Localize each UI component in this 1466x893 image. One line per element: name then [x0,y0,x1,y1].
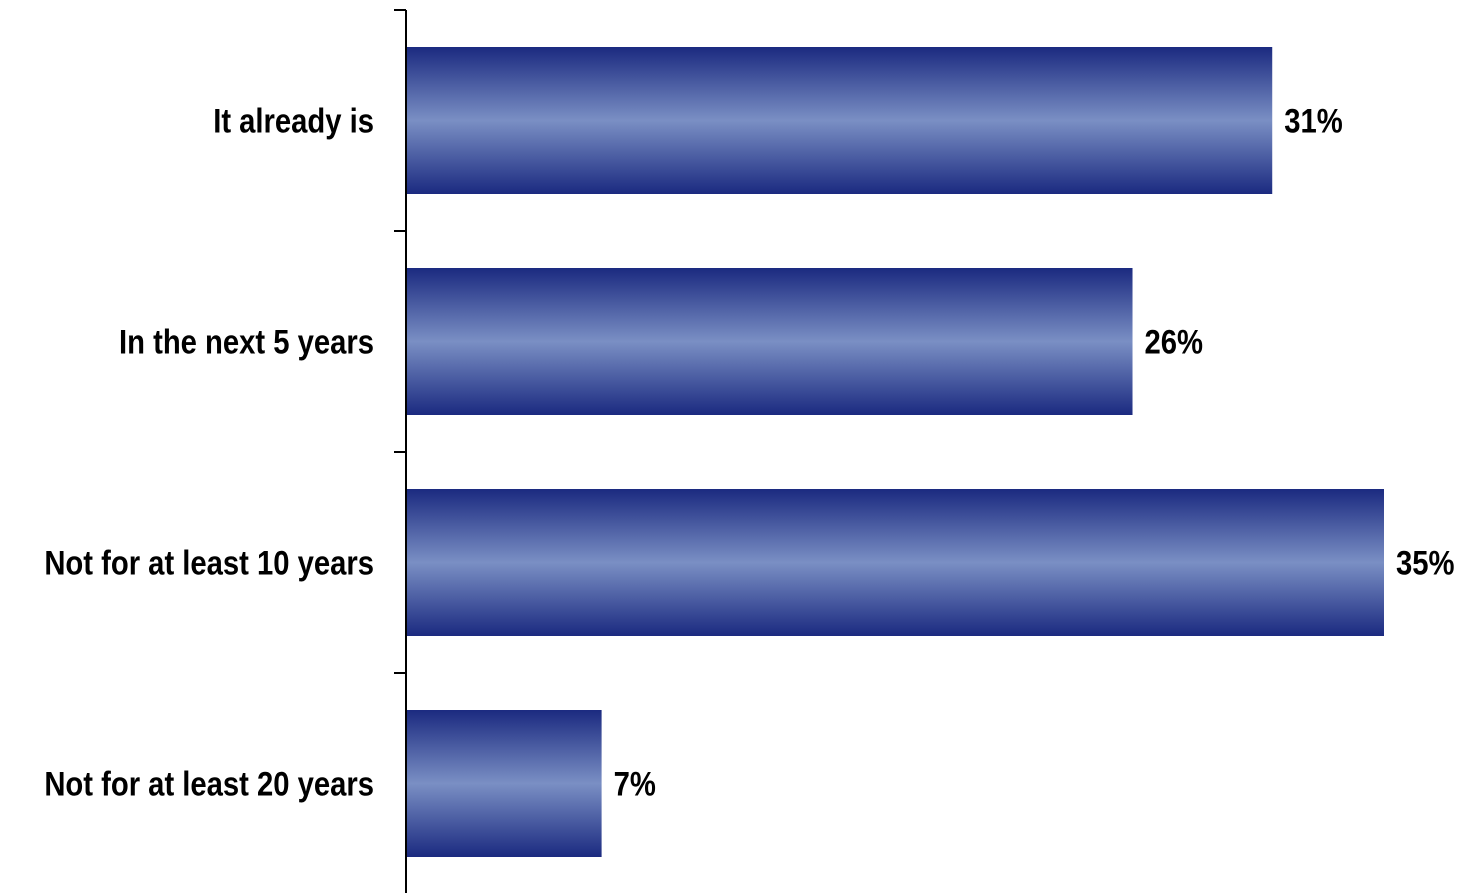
category-label: Not for at least 10 years [44,543,374,582]
bar [406,47,1273,194]
data-label: 7% [614,764,656,803]
category-label: Not for at least 20 years [44,764,374,803]
data-label: 31% [1284,101,1342,140]
category-label: In the next 5 years [119,322,374,361]
category-label: It already is [213,101,374,140]
labels-layer: It already is 31% In the next 5 years 26% No… [44,101,1454,803]
bar [406,710,602,857]
bars-layer [406,47,1384,857]
bar [406,489,1384,636]
y-axis [394,9,407,893]
data-label: 26% [1145,322,1203,361]
bar [406,268,1133,415]
data-label: 35% [1396,543,1454,582]
